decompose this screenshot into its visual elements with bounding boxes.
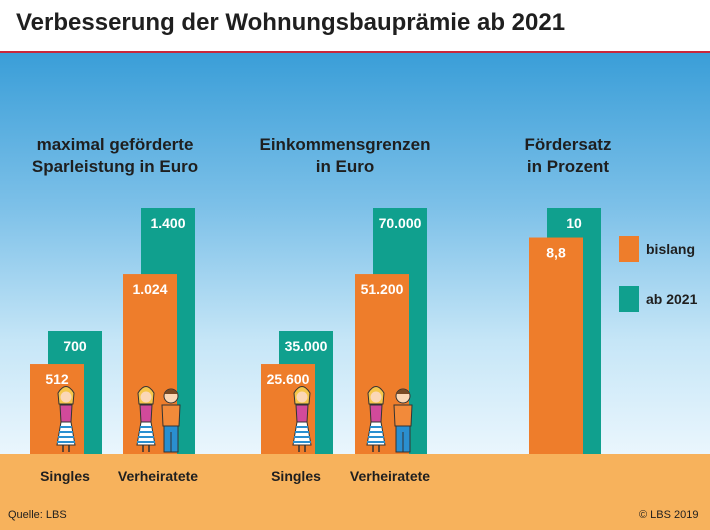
face — [60, 391, 72, 403]
panel-title-line: maximal geförderte — [36, 135, 194, 154]
hair — [396, 389, 410, 394]
torso — [295, 404, 309, 423]
person-single-icon — [56, 386, 76, 452]
shirt — [161, 404, 181, 427]
person-married-woman-icon — [366, 386, 386, 452]
category-label: Verheiratete — [350, 468, 430, 484]
person-married-man-icon — [393, 388, 413, 453]
shirt — [393, 404, 413, 427]
bar-bislang — [30, 364, 84, 454]
page-title: Verbesserung der Wohnungsbauprämie ab 20… — [16, 9, 566, 36]
source-note: Quelle: LBS — [8, 509, 67, 521]
legend-label: ab 2021 — [646, 291, 698, 307]
category-label: Singles — [40, 468, 90, 484]
face — [140, 391, 152, 403]
panel-title-foerdersatz: Fördersatz in Prozent — [478, 134, 658, 178]
torso — [59, 404, 73, 423]
torso — [369, 404, 383, 423]
panel-title-line: Einkommensgrenzen — [259, 135, 431, 154]
title-bar: Verbesserung der Wohnungsbauprämie ab 20… — [0, 0, 710, 52]
bar-label-ab-2021: 700 — [63, 338, 87, 354]
bar-label-bislang: 51.200 — [361, 281, 404, 297]
person-married-man-icon — [161, 388, 181, 453]
legend-swatch — [619, 236, 639, 262]
panel-title-line: Sparleistung in Euro — [31, 157, 199, 176]
category-label: Singles — [271, 468, 321, 484]
bar-label-ab-2021: 1.400 — [150, 215, 185, 231]
bar-label-ab-2021: 35.000 — [285, 338, 328, 354]
hair — [164, 389, 178, 394]
panel-title-line: Fördersatz — [524, 135, 612, 154]
copyright-note: © LBS 2019 — [639, 509, 699, 521]
legend-swatch — [619, 286, 639, 312]
face — [370, 391, 382, 403]
bar-label-bislang: 512 — [45, 371, 69, 387]
person-married-woman-icon — [136, 386, 156, 452]
bar-label-bislang: 25.600 — [267, 371, 310, 387]
bar-label-bislang: 1.024 — [132, 281, 167, 297]
title-rule — [0, 51, 710, 53]
bar-bislang — [529, 237, 583, 454]
panel-title-einkommensgrenzen: Einkommensgrenzen in Euro — [240, 134, 450, 178]
bar-label-ab-2021: 10 — [566, 215, 582, 231]
panel-title-line: in Euro — [315, 157, 375, 176]
face — [296, 391, 308, 403]
panel-title-line: in Prozent — [526, 157, 610, 176]
category-label: Verheiratete — [118, 468, 198, 484]
legend-label: bislang — [646, 241, 695, 257]
ground — [0, 454, 710, 530]
torso — [139, 404, 153, 423]
person-single-icon — [292, 386, 312, 452]
panel-title-sparleistung: maximal geförderte Sparleistung in Euro — [10, 134, 220, 178]
bar-label-bislang: 8,8 — [546, 245, 566, 261]
bar-label-ab-2021: 70.000 — [379, 215, 422, 231]
